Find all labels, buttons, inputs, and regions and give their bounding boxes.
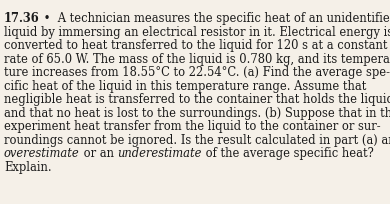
Text: ture increases from 18.55°C to 22.54°C. (a) Find the average spe-: ture increases from 18.55°C to 22.54°C. … (4, 66, 390, 79)
Text: liquid by immersing an electrical resistor in it. Electrical energy is: liquid by immersing an electrical resist… (4, 26, 390, 39)
Text: •  A technician measures the specific heat of an unidentified: • A technician measures the specific hea… (40, 12, 390, 25)
Text: roundings cannot be ignored. Is the result calculated in part (a) an: roundings cannot be ignored. Is the resu… (4, 133, 390, 146)
Text: converted to heat transferred to the liquid for 120 s at a constant: converted to heat transferred to the liq… (4, 39, 388, 52)
Text: 17.36: 17.36 (4, 12, 40, 25)
Text: rate of 65.0 W. The mass of the liquid is 0.780 kg, and its tempera-: rate of 65.0 W. The mass of the liquid i… (4, 53, 390, 65)
Text: cific heat of the liquid in this temperature range. Assume that: cific heat of the liquid in this tempera… (4, 79, 366, 92)
Text: or an: or an (80, 147, 117, 160)
Text: Explain.: Explain. (4, 160, 51, 173)
Text: experiment heat transfer from the liquid to the container or sur-: experiment heat transfer from the liquid… (4, 120, 381, 133)
Text: overestimate: overestimate (4, 147, 80, 160)
Text: and that no heat is lost to the surroundings. (b) Suppose that in this: and that no heat is lost to the surround… (4, 106, 390, 119)
Text: of the average specific heat?: of the average specific heat? (202, 147, 373, 160)
Text: underestimate: underestimate (117, 147, 202, 160)
Text: negligible heat is transferred to the container that holds the liquid: negligible heat is transferred to the co… (4, 93, 390, 106)
